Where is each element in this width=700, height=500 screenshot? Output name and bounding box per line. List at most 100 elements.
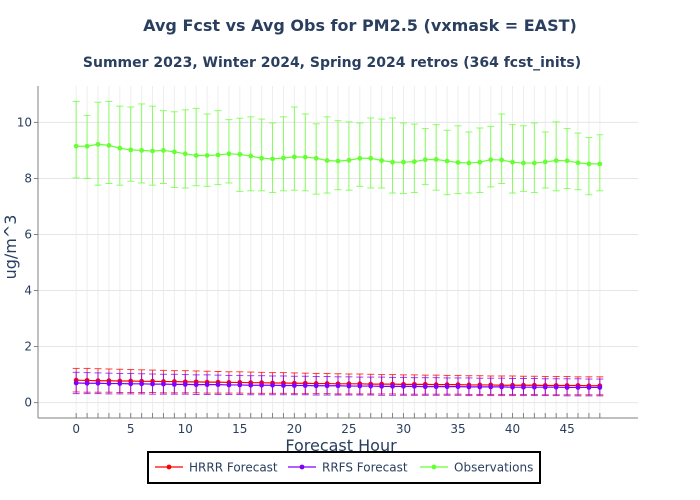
data-point xyxy=(564,385,570,390)
data-point xyxy=(379,383,385,389)
data-point xyxy=(531,160,537,166)
data-point xyxy=(248,153,254,159)
data-point xyxy=(270,156,275,162)
x-tick-label: 20 xyxy=(287,422,302,436)
data-point xyxy=(281,155,286,161)
data-point xyxy=(204,153,210,158)
data-point xyxy=(368,155,374,161)
y-tick-label: 4 xyxy=(24,284,32,298)
x-tick-label: 10 xyxy=(178,422,193,436)
data-point xyxy=(259,155,265,161)
data-point xyxy=(368,383,374,389)
data-point xyxy=(411,159,417,165)
data-point xyxy=(117,145,123,151)
data-point xyxy=(357,155,363,161)
data-point xyxy=(302,154,308,160)
data-point xyxy=(455,384,461,390)
data-point xyxy=(161,148,166,153)
chart-title: Avg Fcst vs Avg Obs for PM2.5 (vxmask = … xyxy=(143,16,577,35)
data-point xyxy=(390,383,395,389)
data-point xyxy=(411,383,417,389)
data-point xyxy=(215,152,221,158)
series-observations xyxy=(72,100,604,196)
data-point xyxy=(161,381,166,387)
data-point xyxy=(84,380,90,386)
data-point xyxy=(597,385,603,390)
data-point xyxy=(182,381,188,387)
data-point xyxy=(226,151,232,157)
x-tick-label: 30 xyxy=(396,422,411,436)
data-point xyxy=(193,153,199,158)
data-point xyxy=(73,380,79,386)
data-point xyxy=(444,158,450,164)
data-point xyxy=(226,382,232,388)
data-point xyxy=(390,159,395,165)
y-tick-label: 8 xyxy=(24,171,32,185)
data-point xyxy=(139,148,145,153)
data-point xyxy=(433,157,439,162)
data-point xyxy=(248,382,254,388)
data-point xyxy=(171,381,177,387)
y-tick-label: 6 xyxy=(24,227,32,241)
data-point xyxy=(106,381,112,386)
legend-label-observations: Observations xyxy=(454,461,533,475)
data-point xyxy=(499,384,505,390)
data-point xyxy=(237,382,243,388)
data-point xyxy=(182,151,188,157)
data-point xyxy=(488,157,494,163)
data-point xyxy=(291,154,297,160)
x-tick-label: 0 xyxy=(72,422,80,436)
data-point xyxy=(564,158,570,164)
data-point xyxy=(510,384,515,390)
data-point xyxy=(379,158,385,163)
legend-label-rrfs-forecast: RRFS Forecast xyxy=(322,461,408,475)
data-point xyxy=(324,383,330,389)
data-point xyxy=(433,384,439,390)
x-tick-label: 35 xyxy=(450,422,465,436)
data-point xyxy=(444,384,450,390)
y-tick-label: 2 xyxy=(24,340,32,354)
x-tick-label: 5 xyxy=(127,422,135,436)
chart-subtitle: Summer 2023, Winter 2024, Spring 2024 re… xyxy=(83,55,581,71)
data-point xyxy=(455,160,461,165)
data-point xyxy=(270,382,275,388)
plot-area: 0 5 10 15 20 25 30 35 40 45 0 2 4 6 8 10 xyxy=(17,86,638,436)
data-point xyxy=(488,384,494,390)
data-point xyxy=(586,161,592,167)
series-rrfs-forecast xyxy=(72,371,604,397)
data-point xyxy=(466,384,472,390)
x-tick-label: 25 xyxy=(341,422,356,436)
x-tick-label: 45 xyxy=(559,422,574,436)
data-point xyxy=(346,383,352,389)
legend-box xyxy=(147,451,541,484)
legend-marker-rrfs-forecast xyxy=(299,464,305,470)
data-point xyxy=(204,382,210,388)
data-point xyxy=(521,384,526,390)
data-point xyxy=(531,384,537,390)
data-point xyxy=(215,382,221,388)
data-point xyxy=(575,160,581,166)
data-point xyxy=(499,157,505,163)
data-point xyxy=(84,143,90,149)
data-point xyxy=(302,383,308,388)
data-point xyxy=(401,159,406,165)
data-point xyxy=(542,159,548,165)
legend-marker-hrrr-forecast xyxy=(166,464,172,470)
x-axis-title: Forecast Hour xyxy=(285,436,397,455)
data-point xyxy=(95,380,101,386)
data-point xyxy=(553,158,559,163)
legend: HRRR Forecast RRFS Forecast Observations xyxy=(147,451,541,484)
data-point xyxy=(193,382,199,388)
data-point xyxy=(95,141,101,147)
data-point xyxy=(313,155,319,161)
data-point xyxy=(128,381,134,387)
data-point xyxy=(553,384,559,390)
x-tick-label: 15 xyxy=(232,422,247,436)
series-layer xyxy=(72,100,604,397)
x-axis: 0 5 10 15 20 25 30 35 40 45 xyxy=(38,413,638,436)
data-point xyxy=(313,383,319,389)
x-tick-label: 40 xyxy=(505,422,520,436)
data-point xyxy=(510,159,515,165)
data-point xyxy=(291,383,297,388)
